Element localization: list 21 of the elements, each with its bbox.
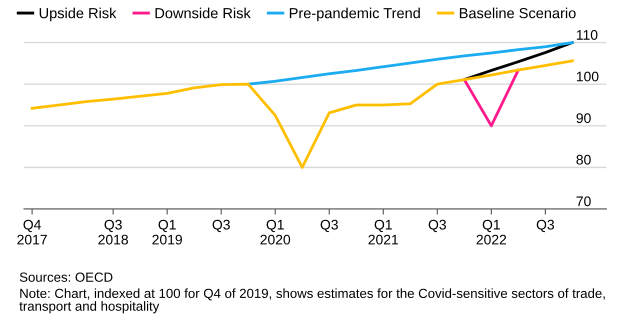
x-tick-label: Q1 2020 [260, 220, 290, 245]
source-note: Sources: OECD [20, 272, 112, 282]
x-tick-label: Q1 2021 [368, 220, 398, 245]
y-tick-label: 90 [576, 113, 591, 124]
y-tick-label: 110 [576, 30, 598, 40]
legend-label: Upside Risk [40, 8, 116, 22]
x-tick-label: Q4 2017 [17, 220, 47, 245]
x-tick-label: Q1 2019 [152, 220, 182, 245]
y-tick-label: 70 [576, 196, 591, 206]
x-tick-label: Q3 [320, 220, 338, 232]
x-tick-label: Q3 [212, 220, 230, 232]
x-tick-label: Q3 [536, 220, 554, 232]
y-tick-label: 80 [576, 154, 591, 165]
x-tick-label: Q1 2022 [476, 220, 506, 245]
legend-label: Pre-pandemic Trend [290, 8, 420, 22]
legend-label: Baseline Scenario [460, 8, 576, 18]
x-tick-label: Q3 [428, 220, 446, 232]
x-tick-label: Q3 2018 [98, 220, 128, 245]
text: Note: Chart, indexed at 100 for Q4 of 2019, shows estimates for the Covid-sensitive sectors of trade, transport and hospitality [19, 288, 605, 314]
y-tick-label: 100 [576, 72, 598, 82]
legend-label: Downside Risk [156, 8, 251, 18]
